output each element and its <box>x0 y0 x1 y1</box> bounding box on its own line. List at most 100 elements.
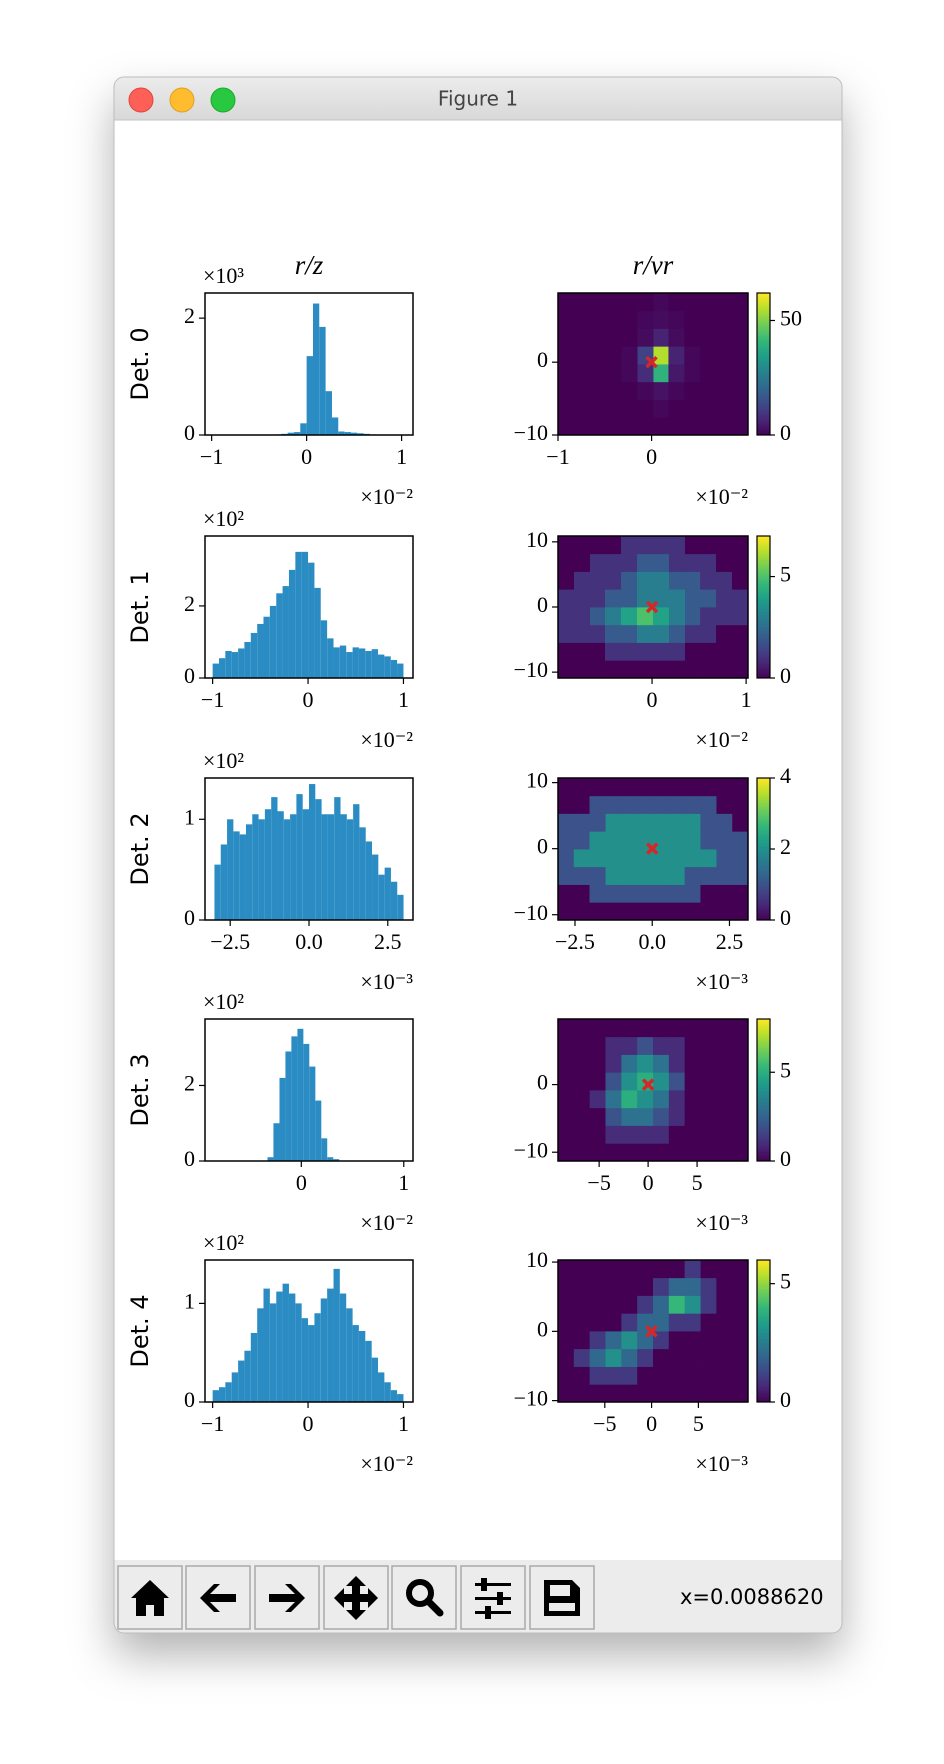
heatmap-cell <box>716 381 733 400</box>
colorbar-segment <box>757 618 770 622</box>
heatmap-cell <box>558 624 575 643</box>
heatmap-cell <box>589 1366 606 1385</box>
heatmap-cell <box>668 1125 686 1144</box>
colorbar-segment <box>757 401 770 405</box>
heatmap-cell <box>700 902 717 921</box>
heatmap-cell <box>732 813 749 832</box>
colorbar-tick-label: 50 <box>780 306 802 331</box>
y-tick-label: 2 <box>184 1071 195 1096</box>
heatmap-cell <box>653 1260 670 1279</box>
heatmap-cell <box>684 1313 701 1332</box>
histogram-bar <box>333 1268 340 1402</box>
y-offset-text: ×10² <box>203 506 244 531</box>
colorbar-segment <box>757 616 770 620</box>
heatmap-cell <box>573 866 590 885</box>
heatmap-cell <box>589 381 607 400</box>
colorbar-segment <box>757 1278 770 1282</box>
colorbar-segment <box>757 590 770 594</box>
zoom-button[interactable] <box>210 87 236 113</box>
heatmap-cell <box>716 660 733 679</box>
colorbar-segment <box>757 385 770 389</box>
colorbar-segment <box>757 1361 770 1365</box>
heatmap-cell <box>589 624 606 643</box>
colorbar-segment <box>757 1321 770 1325</box>
heatmap-cell <box>716 536 733 555</box>
colorbar-segment <box>757 1286 770 1289</box>
heatmap-cell <box>621 381 638 400</box>
heatmap-cell <box>684 1125 701 1144</box>
heatmap-cell <box>716 1277 733 1296</box>
y-tick-label: 0 <box>184 663 195 688</box>
colorbar-segment <box>757 364 770 367</box>
colorbar-segment <box>757 1104 770 1108</box>
histogram-bar <box>340 814 347 920</box>
heatmap-cell <box>637 884 654 903</box>
y-axis-label: Det. 2 <box>126 812 154 885</box>
back-icon <box>200 1584 236 1612</box>
heatmap-cell <box>589 831 606 850</box>
colorbar-segment <box>757 628 770 632</box>
heatmap-cell <box>684 1143 701 1162</box>
minimize-button[interactable] <box>169 87 195 113</box>
heatmap-cell <box>558 660 575 679</box>
colorbar-segment <box>757 432 770 436</box>
heatmap-cell <box>684 1366 701 1385</box>
colorbar-segment <box>757 430 770 434</box>
x-offset-text: ×10⁻² <box>695 484 748 509</box>
heatmap-cell <box>589 642 606 661</box>
heatmap-cell <box>668 660 686 679</box>
colorbar-segment <box>757 621 770 625</box>
heatmap-cell <box>653 1366 670 1385</box>
heatmap-cell <box>700 346 717 365</box>
subplot: 050−1 0−100×10⁻²r/vr <box>514 250 802 509</box>
heatmap-cell <box>700 1277 717 1296</box>
colorbar-segment <box>757 1297 770 1301</box>
heatmap-cell <box>605 1260 622 1279</box>
heatmap-cell <box>589 778 606 797</box>
heatmap-cell <box>684 1384 701 1403</box>
histogram-bar <box>290 814 297 920</box>
x-offset-text: ×10⁻² <box>695 727 748 752</box>
histogram-bar <box>372 854 379 920</box>
heatmap-cell <box>732 310 749 329</box>
colorbar-segment <box>757 583 770 587</box>
heatmap-cell <box>668 884 686 903</box>
colorbar-segment <box>757 576 770 580</box>
colorbar-segment <box>757 316 770 320</box>
heatmap-cell <box>621 813 638 832</box>
heatmap-cell <box>558 1090 575 1109</box>
heatmap-cell <box>637 536 654 555</box>
x-tick-label: −5 <box>593 1411 616 1436</box>
heatmap-cell <box>558 399 575 418</box>
zoom-rect-button[interactable] <box>391 1565 457 1630</box>
heatmap-cell <box>716 1072 733 1091</box>
colorbar-segment <box>757 903 770 907</box>
colorbar-frame <box>756 292 771 436</box>
heatmap-cell <box>684 660 701 679</box>
x-offset-text: ×10⁻³ <box>695 1451 748 1476</box>
heatmap-cell <box>621 1348 638 1367</box>
colorbar-segment <box>757 872 770 876</box>
heatmap-cell <box>700 1143 717 1162</box>
heatmap-cell <box>558 813 575 832</box>
histogram-bar <box>327 638 334 678</box>
colorbar-segment <box>757 359 770 363</box>
colorbar-segment <box>757 562 770 565</box>
colorbar-segment <box>757 380 770 384</box>
y-tick-label: 2 <box>184 591 195 616</box>
colorbar-segment <box>757 1309 770 1313</box>
colorbar-segment <box>757 806 770 810</box>
colorbar-segment <box>757 406 770 410</box>
x-offset-text: ×10⁻² <box>360 1210 413 1235</box>
heatmap-cell <box>700 849 717 868</box>
heatmap-cell <box>558 902 575 921</box>
heatmap-cell <box>589 1143 606 1162</box>
heatmap-cell <box>573 1295 591 1314</box>
subplot: −2.5 0.0 2.5 0 1 ×10⁻³ ×10² Det. 2 <box>126 748 414 994</box>
colorbar-segment <box>757 827 770 831</box>
colorbar-segment <box>757 1274 770 1278</box>
colorbar-segment <box>757 792 770 796</box>
close-button[interactable] <box>128 87 154 113</box>
colorbar-segment <box>757 297 770 301</box>
